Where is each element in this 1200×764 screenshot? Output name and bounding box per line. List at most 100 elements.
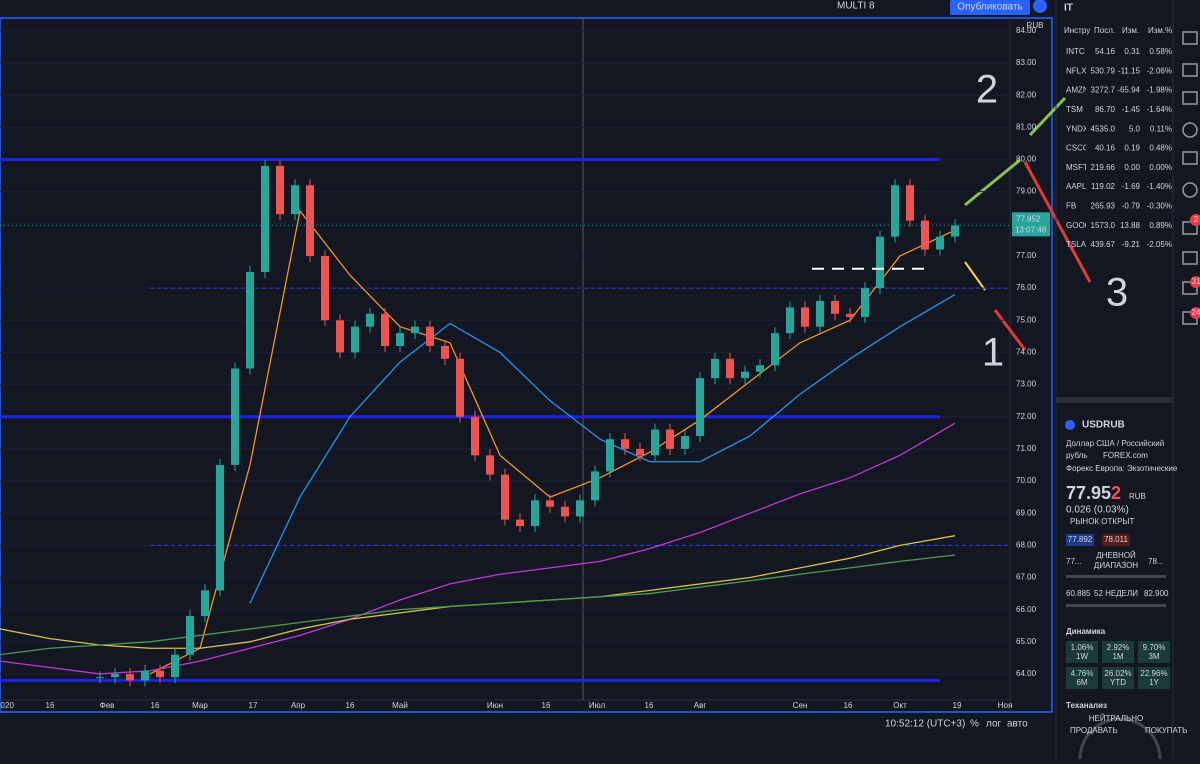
x-tick-label: Май <box>392 701 408 710</box>
watchlist-cell: NFLX <box>1066 66 1087 75</box>
moving-average <box>249 293 956 604</box>
candle <box>486 455 494 475</box>
day-low: 77... <box>1066 557 1082 566</box>
publish-button[interactable] <box>950 0 1030 15</box>
watchlist-cell: -0.79 <box>1122 202 1141 211</box>
x-tick-label: 19 <box>953 701 962 710</box>
y-tick-label: 79.00 <box>1016 187 1037 196</box>
watchlist-cell: -1.69 <box>1122 182 1141 191</box>
percent-toggle[interactable]: % <box>970 719 979 730</box>
auto-toggle[interactable]: авто <box>1007 719 1028 730</box>
watchlist-cell: -65.94 <box>1117 86 1140 95</box>
x-tick-label: Сен <box>793 701 808 710</box>
gauge-neutral: НЕЙТРАЛЬНО <box>1089 714 1144 723</box>
candle <box>831 300 839 314</box>
candle <box>456 358 464 417</box>
watchlist-cell: FB <box>1066 202 1076 211</box>
candle <box>186 616 194 655</box>
tech-title: Теханализ <box>1066 701 1107 710</box>
symbol: USDRUB <box>1082 420 1125 431</box>
price: 77.952 <box>1066 483 1121 503</box>
tile-value: 26.02% <box>1104 669 1131 678</box>
candle <box>156 670 164 678</box>
watchlist-title: IT <box>1064 3 1073 14</box>
watchlist-cell: -2.05% <box>1147 240 1172 249</box>
candle <box>141 670 149 681</box>
watchlist-cell: AMZN <box>1066 86 1089 95</box>
watchlist-cell: INTC <box>1066 47 1085 56</box>
candle <box>306 185 314 256</box>
gauge-sell: ПРОДАВАТЬ <box>1070 726 1118 735</box>
x-tick-label: Окт <box>893 701 907 710</box>
y-tick-label: 73.00 <box>1016 380 1037 389</box>
symbol-name: Доллар США / Российский <box>1066 439 1164 448</box>
watchlist-cell: 0.89% <box>1149 221 1172 230</box>
candle <box>336 320 344 353</box>
candle <box>516 519 524 527</box>
annotation-arrows <box>964 96 1092 351</box>
watchlist-cell: 265.93 <box>1091 202 1116 211</box>
watchlist-cell: 0.00% <box>1149 163 1172 172</box>
watchlist-cell: 3272.7 <box>1091 86 1116 95</box>
candle <box>711 358 719 379</box>
candle <box>951 225 959 237</box>
candle <box>366 313 374 327</box>
watchlist-cell: 86.70 <box>1095 105 1116 114</box>
watchlist-cell: 219.66 <box>1091 163 1116 172</box>
x-tick-label: Авг <box>694 701 707 710</box>
watchlist-cell: -2.06% <box>1147 66 1172 75</box>
watchlist-cell: 40.16 <box>1095 144 1116 153</box>
y-tick-label: 64.00 <box>1016 669 1037 678</box>
ask: 78.011 <box>1104 535 1128 544</box>
source: FOREX.com <box>1103 451 1148 460</box>
log-toggle[interactable]: лог <box>986 719 1002 730</box>
y-tick-label: 74.00 <box>1016 348 1037 357</box>
badge-count: 31 <box>1192 277 1200 286</box>
watchlist-cell: -11.15 <box>1118 66 1141 75</box>
watchlist-cell: 13.88 <box>1120 221 1141 230</box>
tile-value: 22.96% <box>1140 669 1167 678</box>
flag-icon <box>1065 420 1075 430</box>
candle <box>441 345 449 359</box>
change: 0.026 (0.03%) <box>1066 505 1129 516</box>
candle <box>921 220 929 250</box>
y-tick-label: 84.00 <box>1016 26 1037 35</box>
x-tick-label: Апр <box>291 701 306 710</box>
y-tick-label: 82.00 <box>1016 90 1037 99</box>
y-tick-label: 77.00 <box>1016 251 1037 260</box>
candle <box>591 471 599 501</box>
tile-period: 3M <box>1148 652 1159 661</box>
layout-button[interactable]: MULTI 8 <box>837 1 875 12</box>
candle <box>426 326 434 346</box>
x-tick-label: 17 <box>249 701 258 710</box>
candle <box>741 371 749 379</box>
annotation: 3 <box>1106 271 1128 315</box>
candle <box>786 307 794 334</box>
candle <box>126 673 134 681</box>
x-tick-label: Ноя <box>998 701 1013 710</box>
watchlist-cell: CSCO <box>1066 144 1089 153</box>
watchlist-cell: 0.31 <box>1124 47 1140 56</box>
y-tick-label: 65.00 <box>1016 637 1037 646</box>
countdown: 13:07:48 <box>1015 225 1047 234</box>
publish-label[interactable]: Опубликовать <box>957 1 1022 13</box>
tile-period: YTD <box>1110 678 1126 687</box>
chart-frame <box>0 17 1053 713</box>
dynamic-tile <box>1138 667 1170 689</box>
candle <box>771 333 779 366</box>
candle <box>231 368 239 465</box>
candle <box>216 464 224 591</box>
dynamic-tile <box>1066 667 1098 689</box>
x-tick-label: Июн <box>487 701 503 710</box>
watchlist-cell: 0.48% <box>1149 144 1172 153</box>
y-tick-label: 69.00 <box>1016 508 1037 517</box>
tile-period: 1Y <box>1149 678 1159 687</box>
badge <box>1190 214 1200 226</box>
play-button[interactable] <box>1033 0 1047 13</box>
candle <box>96 677 104 679</box>
exchange: Форекс Европа: Экзотические <box>1066 464 1178 473</box>
candle <box>396 333 404 346</box>
x-tick-label: Мар <box>192 701 208 710</box>
watchlist-cell: 119.02 <box>1091 182 1115 191</box>
watchlist-cell: -1.45 <box>1122 105 1141 114</box>
